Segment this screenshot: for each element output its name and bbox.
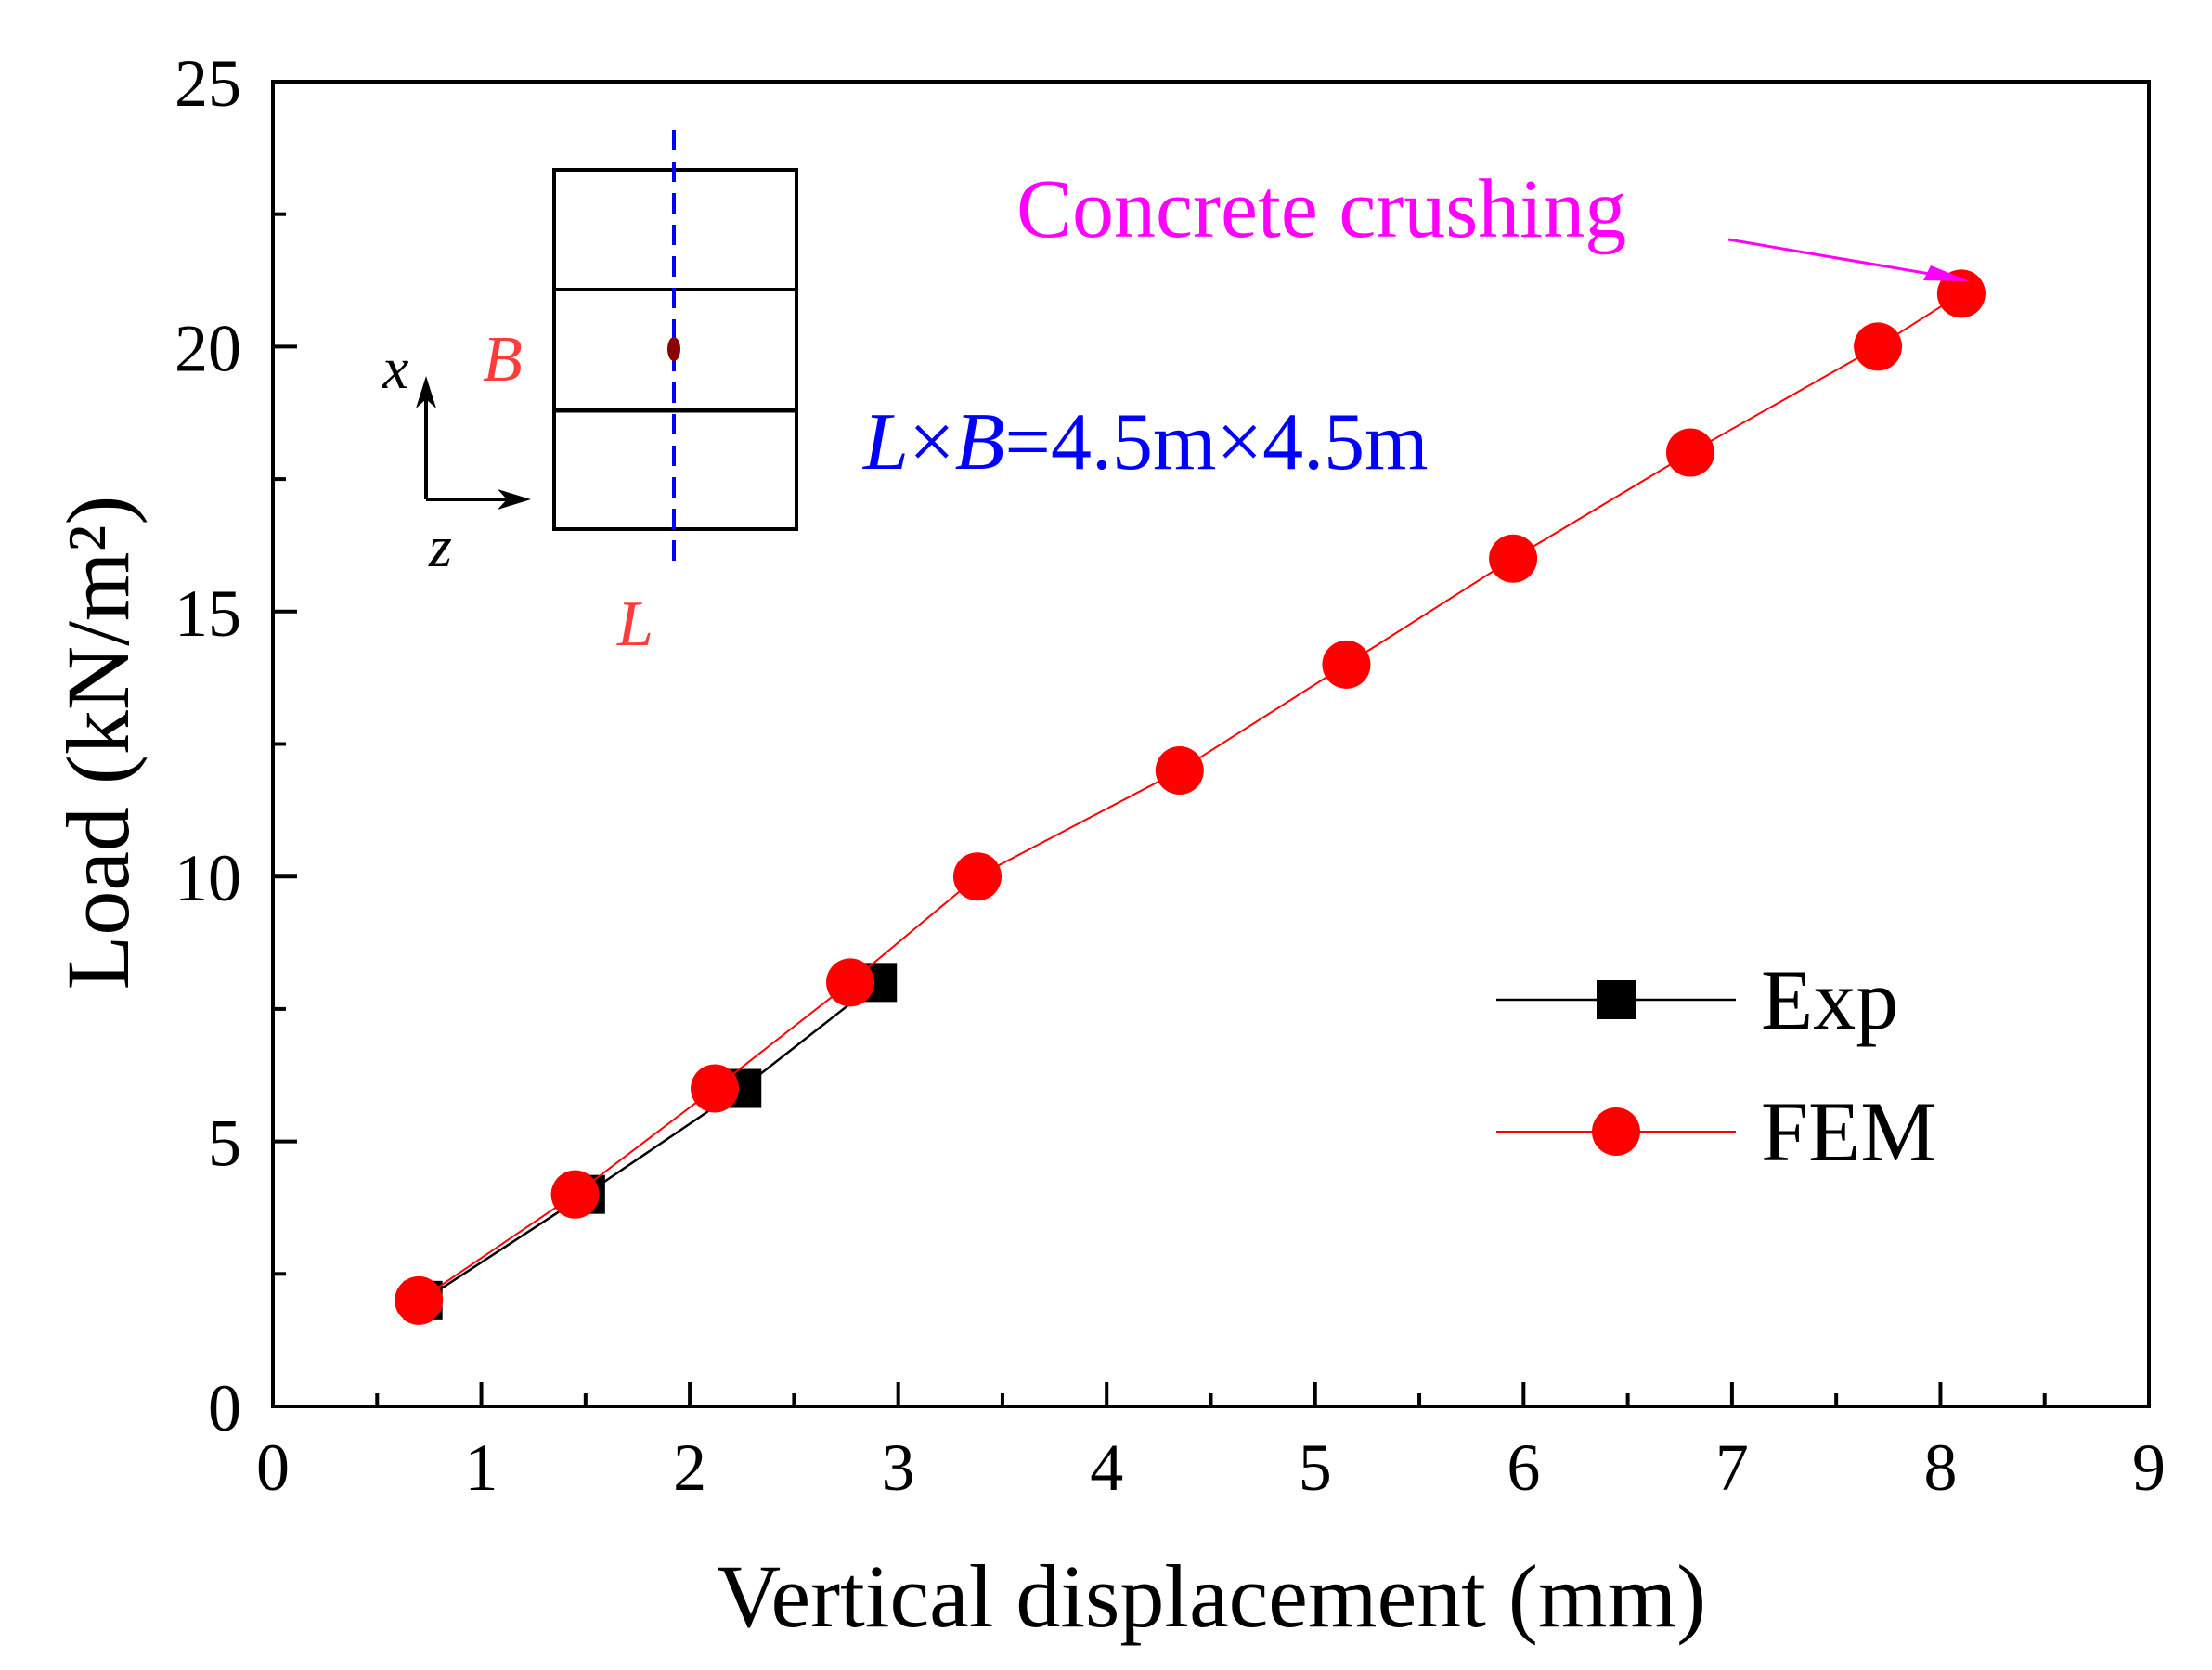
legend-exp-label: Exp bbox=[1761, 952, 1898, 1047]
annotation-dimension: L×B=4.5m×4.5m bbox=[861, 397, 1429, 487]
data-point-fem bbox=[691, 1064, 740, 1113]
data-point-fem bbox=[1155, 746, 1204, 796]
inset-x-arrowhead bbox=[416, 376, 436, 408]
annotation-arrowhead bbox=[1923, 265, 1970, 281]
x-tick-label: 8 bbox=[1923, 1431, 1957, 1505]
data-point-fem bbox=[1665, 428, 1714, 477]
data-point-fem bbox=[826, 958, 875, 1007]
y-tick-label: 5 bbox=[208, 1107, 241, 1181]
data-point-fem bbox=[1854, 322, 1903, 371]
y-axis: 0 5 10 15 20 25 bbox=[175, 46, 297, 1445]
legend: Exp FEM bbox=[1496, 952, 1936, 1179]
data-point-fem bbox=[395, 1275, 444, 1325]
inset-axis-x-label: x bbox=[382, 335, 408, 401]
series-exp bbox=[403, 963, 898, 1320]
inset-axis-z-label: z bbox=[428, 513, 452, 579]
data-point-fem bbox=[1936, 269, 1986, 318]
x-tick-label: 0 bbox=[256, 1431, 290, 1505]
x-tick-label: 4 bbox=[1090, 1431, 1123, 1505]
annotation-arrow bbox=[1727, 238, 1958, 280]
inset-measurement-point bbox=[667, 337, 680, 361]
y-tick-label: 20 bbox=[175, 311, 241, 385]
inset-label-b: B bbox=[483, 324, 523, 395]
x-tick-label: 1 bbox=[465, 1431, 498, 1505]
series-fem bbox=[395, 269, 1986, 1325]
x-axis-label: Vertical displacement (mm) bbox=[717, 1547, 1706, 1646]
inset-label-l: L bbox=[616, 589, 653, 660]
y-tick-label: 0 bbox=[208, 1371, 241, 1445]
dimension-value: =4.5m×4.5m bbox=[1004, 397, 1428, 487]
annotation-concrete-crushing: Concrete crushing bbox=[1016, 163, 1626, 255]
dimension-b: B bbox=[955, 397, 1005, 487]
x-tick-label: 6 bbox=[1507, 1431, 1540, 1505]
y-tick-label: 25 bbox=[175, 46, 241, 121]
dimension-l: L bbox=[861, 397, 909, 487]
data-point-fem bbox=[952, 852, 1002, 901]
inset-diagram: B L x z bbox=[382, 130, 798, 660]
data-point-fem bbox=[1322, 640, 1371, 689]
inset-z-arrowhead bbox=[498, 489, 531, 510]
legend-exp-marker bbox=[1597, 980, 1636, 1019]
y-tick-label: 10 bbox=[175, 841, 241, 915]
dimension-times: × bbox=[909, 397, 955, 487]
series-line-exp bbox=[421, 981, 878, 1301]
x-tick-label: 7 bbox=[1715, 1431, 1749, 1505]
data-point-fem bbox=[550, 1170, 600, 1219]
x-tick-label: 5 bbox=[1299, 1431, 1332, 1505]
x-tick-label: 2 bbox=[673, 1431, 706, 1505]
x-tick-label: 3 bbox=[882, 1431, 915, 1505]
x-axis: 0 1 2 3 4 5 6 7 8 9 bbox=[256, 1382, 2166, 1505]
x-tick-label: 9 bbox=[2132, 1431, 2166, 1505]
legend-fem-marker bbox=[1592, 1107, 1640, 1156]
y-tick-label: 15 bbox=[175, 576, 241, 651]
legend-fem-label: FEM bbox=[1761, 1084, 1936, 1179]
y-axis-label: Load (kN/m²) bbox=[48, 496, 148, 990]
data-point-fem bbox=[1489, 534, 1538, 583]
